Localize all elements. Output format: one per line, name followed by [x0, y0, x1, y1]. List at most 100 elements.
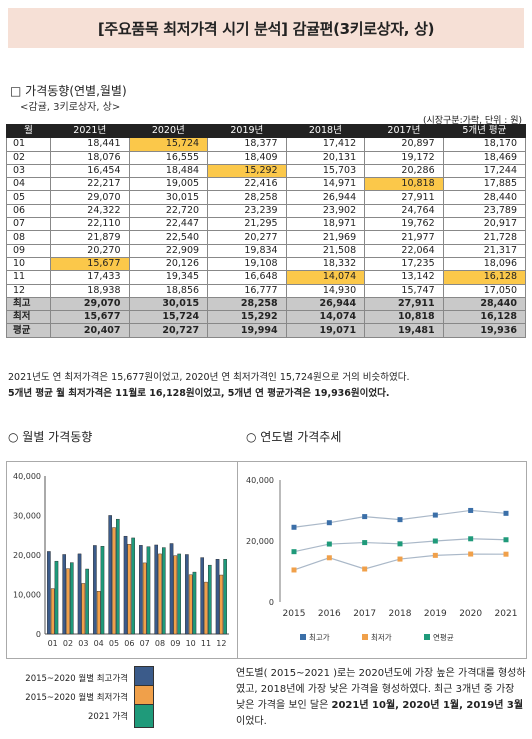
- bar: [81, 583, 86, 635]
- price-cell: 21,508: [285, 243, 366, 258]
- bar: [215, 558, 220, 635]
- monthly-bar-chart: 0 10,000 20,000 30,000 40,000 01 02 03 04 05 06 07 0…: [6, 461, 238, 659]
- x-tick-label: 10: [186, 639, 196, 648]
- analysis-note: 2021년도 연 최저가격은 15,677원이었고, 2020년 연 최저가격인…: [8, 370, 528, 402]
- price-cell: 23,239: [207, 203, 287, 219]
- month-cell: 03: [6, 163, 51, 179]
- bar: [123, 535, 128, 635]
- y-tick-label: 0: [269, 598, 274, 607]
- table-header-6: 5개년 평균: [442, 123, 527, 139]
- month-cell: 01: [6, 137, 51, 152]
- bar: [93, 545, 97, 635]
- stat-cell: 14,074: [285, 310, 366, 325]
- data-point: [326, 520, 332, 526]
- bar: [185, 554, 189, 635]
- x-tick-label: 06: [124, 639, 134, 648]
- x-tick-label: 12: [216, 639, 226, 648]
- bar: [131, 537, 135, 635]
- stat-cell: 20,407: [50, 323, 130, 338]
- bar: [142, 562, 147, 635]
- bar: [154, 544, 159, 635]
- stat-cell: 28,440: [442, 296, 527, 312]
- price-cell: 28,440: [442, 190, 527, 205]
- yearly-trend-heading: ○ 연도별 가격추세: [246, 430, 342, 444]
- stat-cell: 19,071: [285, 323, 366, 338]
- stat-cell: 15,292: [207, 310, 287, 325]
- bar: [62, 554, 66, 635]
- stat-cell: 16,128: [442, 310, 527, 325]
- month-cell: 02: [6, 150, 51, 165]
- month-cell: 11: [6, 270, 51, 285]
- legend-cur-swatch: [134, 704, 154, 728]
- bar: [173, 555, 178, 635]
- x-tick-label: 03: [78, 639, 88, 648]
- price-cell: 17,885: [442, 177, 527, 192]
- data-point: [503, 551, 509, 557]
- stat-row: 최고 29,070 30,015 28,258 26,944 27,911 28,440: [6, 296, 527, 312]
- legend-label: 최저가: [371, 632, 392, 642]
- bar: [66, 568, 70, 635]
- legend-swatch: [424, 634, 430, 640]
- stat-cell: 19,481: [364, 323, 444, 338]
- bar: [169, 543, 174, 635]
- stat-cell: 19,994: [207, 323, 287, 338]
- table-row: 03 16,454 18,484 15,292 15,703 20,286 17,244: [6, 163, 527, 179]
- price-cell: 19,005: [128, 177, 209, 192]
- price-cell: 14,930: [285, 283, 366, 298]
- note-line-1: 2021년도 연 최저가격은 15,677원이었고, 2020년 연 최저가격인…: [8, 372, 410, 383]
- x-tick-label: 07: [140, 639, 150, 648]
- x-tick-label: 2019: [424, 609, 447, 619]
- price-cell: 15,292: [207, 163, 287, 179]
- table-row: 04 22,217 19,005 22,416 14,971 10,818 17,885: [6, 177, 527, 192]
- bar: [108, 515, 112, 635]
- bar: [115, 518, 120, 635]
- price-cell: 17,050: [442, 283, 527, 298]
- summary-tail: 이었다.: [236, 716, 267, 727]
- x-tick-label: 02: [63, 639, 73, 648]
- table-row: 05 29,070 30,015 28,258 26,944 27,911 28,440: [6, 190, 527, 205]
- bar: [223, 558, 227, 635]
- x-tick-label: 05: [109, 639, 119, 648]
- y-tick-label: 20,000: [246, 537, 274, 546]
- price-cell: 18,938: [50, 283, 130, 298]
- table-header-5: 2017년: [364, 123, 444, 139]
- price-cell: 17,412: [285, 137, 366, 152]
- price-cell: 10,818: [364, 177, 444, 192]
- x-tick-label: 2021: [495, 609, 518, 619]
- note-line-2: 5개년 평균 월 최저가격은 11월로 16,128원이었고, 5개년 연 평균…: [8, 388, 390, 399]
- legend-swatch: [362, 634, 368, 640]
- x-tick-label: 11: [201, 639, 211, 648]
- data-point: [397, 541, 403, 547]
- price-cell: 18,332: [285, 256, 366, 272]
- bar: [112, 527, 116, 635]
- table-row: 12 18,938 18,856 16,777 14,930 15,747 17,050: [6, 283, 527, 298]
- x-tick-label: 2015: [283, 609, 306, 619]
- legend-label: 연평균: [433, 632, 454, 642]
- y-tick-label: 10,000: [13, 591, 41, 600]
- price-cell: 20,126: [128, 256, 209, 272]
- data-point: [503, 537, 509, 543]
- price-cell: 15,724: [128, 137, 209, 152]
- bar: [146, 546, 151, 635]
- price-cell: 23,789: [442, 203, 527, 219]
- data-point: [468, 536, 474, 542]
- stat-label: 최고: [6, 296, 51, 312]
- table-row: 02 18,076 16,555 18,409 20,131 19,172 18,469: [6, 150, 527, 165]
- price-cell: 18,409: [207, 150, 287, 165]
- price-cell: 15,703: [285, 163, 366, 179]
- bar: [77, 553, 82, 635]
- x-tick-label: 08: [155, 639, 165, 648]
- price-table: 월 2021년 2020년 2019년 2018년 2017년 5개년 평균 01 18,44…: [6, 123, 527, 338]
- month-cell: 08: [6, 230, 51, 245]
- stat-cell: 26,944: [285, 296, 366, 312]
- month-cell: 09: [6, 243, 51, 258]
- price-cell: 20,286: [364, 163, 444, 179]
- section-subheading: <감귤, 3키로상자, 상>: [20, 102, 121, 113]
- x-tick-label: 2017: [353, 609, 376, 619]
- price-cell: 18,441: [50, 137, 130, 152]
- table-row: 07 22,110 22,447 21,295 18,971 19,762 20,917: [6, 217, 527, 232]
- data-point: [362, 566, 368, 572]
- table-header-4: 2018년: [285, 123, 366, 139]
- yearly-line-chart: 0 20,000 40,000 2015 2016 2017 2018 2019 2020 202…: [236, 461, 527, 659]
- bar: [96, 591, 101, 635]
